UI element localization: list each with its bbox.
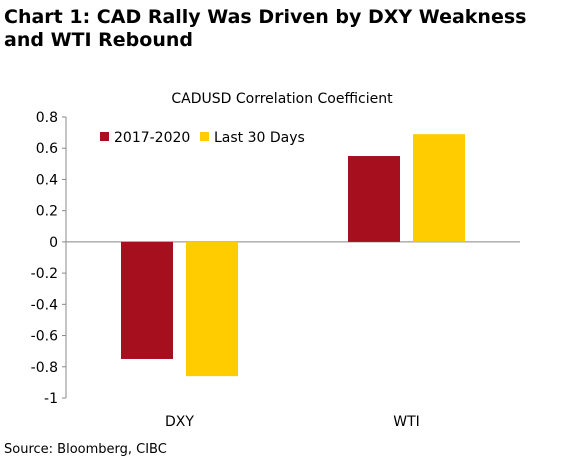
y-tick-label: -0.2 (31, 266, 58, 282)
source-note: Source: Bloomberg, CIBC (4, 442, 167, 457)
x-category-label: DXY (165, 414, 194, 430)
y-tick-label: 0.8 (36, 110, 58, 126)
y-tick-label: 0.2 (36, 204, 58, 220)
y-tick-label: 0.4 (36, 172, 58, 188)
y-tick-label: 0.6 (36, 141, 58, 157)
legend-swatch-1 (100, 132, 109, 141)
y-tick-label: 0 (49, 235, 58, 251)
plot-title: CADUSD Correlation Coefficient (171, 91, 393, 107)
y-tick-label: -0.6 (31, 329, 58, 345)
y-tick-label: -0.8 (31, 360, 58, 376)
bar-wti-series-1 (348, 156, 400, 242)
y-tick-label: -0.4 (31, 297, 58, 313)
bar-dxy-series-1 (121, 241, 173, 359)
legend-label-2: Last 30 Days (214, 130, 305, 146)
x-category-label: WTI (393, 414, 420, 430)
y-tick-label: -1 (44, 391, 58, 407)
bar-dxy-series-2 (186, 241, 238, 377)
bar-wti-series-2 (413, 134, 465, 242)
legend-label-1: 2017-2020 (114, 130, 190, 146)
legend-swatch-2 (200, 132, 209, 141)
chart-title: Chart 1: CAD Rally Was Driven by DXY Wea… (4, 6, 527, 51)
